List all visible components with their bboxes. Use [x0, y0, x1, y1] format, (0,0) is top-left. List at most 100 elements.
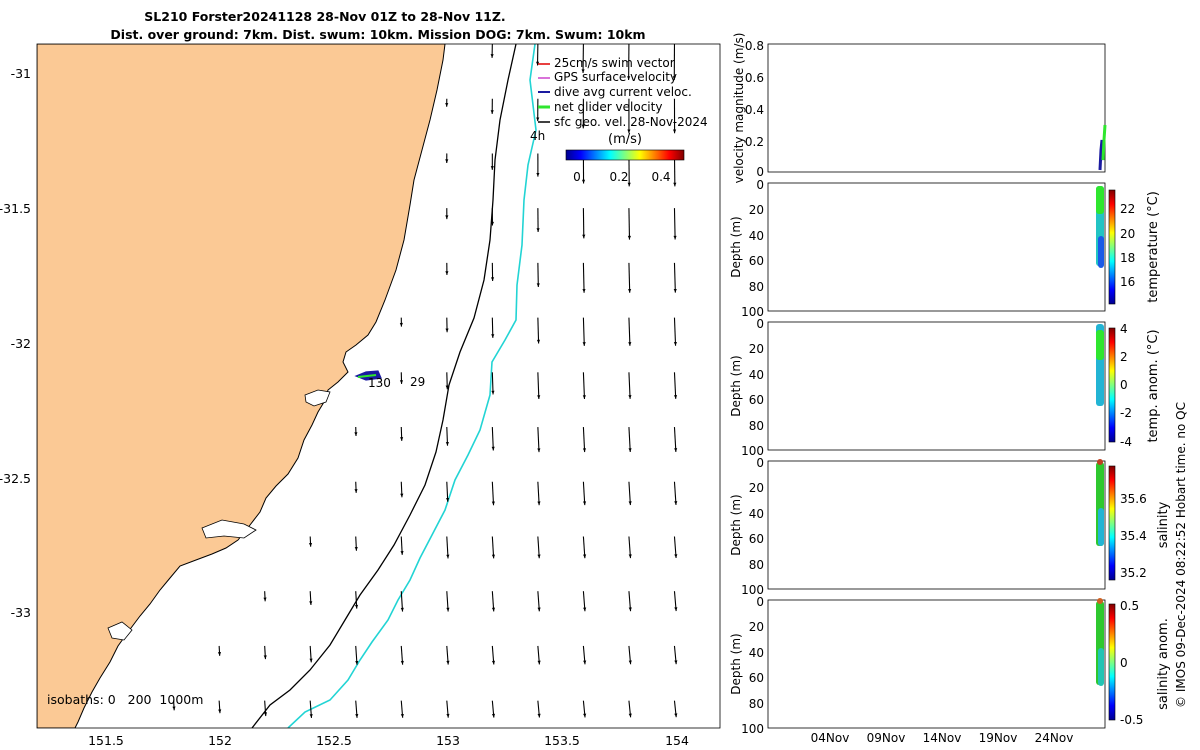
velocity-arrow-head: [400, 713, 404, 718]
sanom-y-tick: 80: [749, 697, 764, 711]
velocity-arrow-head: [400, 660, 404, 665]
sal-cbar-tick: 35.6: [1120, 492, 1147, 506]
legend-sfc-geo-vel: sfc geo. vel. 28-Nov-2024: [554, 115, 708, 129]
tanom-y-tick: 100: [741, 444, 764, 458]
sanom-y-tick: 100: [741, 722, 764, 736]
footer-note: © IMOS 09-Dec-2024 08:22:52 Hobart time.…: [1174, 402, 1188, 708]
velocity-arrow-head: [355, 660, 359, 665]
velocity-arrow-head: [490, 166, 494, 170]
velocity-arrow-head: [674, 713, 678, 718]
temp-cbar-tick: 20: [1120, 227, 1135, 241]
velocity-arrow: [537, 427, 540, 453]
velocity-arrow-head: [445, 441, 449, 446]
time-marker-label: 4h: [530, 129, 545, 143]
salinity-anomaly-panel: 0 20 40 60 80 100 Depth (m) 0.5 0 -0.5 s…: [729, 595, 1171, 745]
map-x-tick: 152.5: [316, 733, 352, 748]
velocity-arrow-head: [399, 322, 403, 327]
tanom-y-tick: 60: [749, 393, 764, 407]
velocity-arrow: [673, 262, 676, 293]
sal-cbar-label: salinity: [1156, 501, 1171, 548]
velocity-arrow: [628, 427, 631, 453]
velocity-arrow-head: [627, 235, 631, 240]
tanom-colorbar: [1108, 327, 1116, 443]
velocity-arrow-head: [490, 54, 494, 58]
velocity-arrow-head: [491, 390, 495, 395]
velocity-arrow-head: [172, 706, 176, 711]
vel-y-tick: 0: [756, 165, 764, 179]
velocity-arrow: [582, 481, 586, 506]
temp-ylabel: Depth (m): [729, 216, 743, 277]
tanom-cbar-label: temp. anom. (°C): [1146, 329, 1161, 442]
velocity-arrow: [491, 427, 494, 451]
velocity-arrow: [537, 481, 540, 506]
temp-colorbar: [1108, 189, 1116, 305]
velocity-arrow: [537, 372, 540, 400]
velocity-arrow-head: [490, 221, 494, 226]
velocity-arrow: [628, 262, 631, 293]
sanom-y-tick: 60: [749, 671, 764, 685]
map-y-tick: -32.5: [0, 471, 31, 486]
temp-y-tick: 100: [741, 305, 764, 319]
sanom-cbar-label: salinity anom.: [1156, 618, 1171, 710]
inlet-1: [304, 389, 331, 407]
velocity-arrow-head: [308, 542, 313, 547]
tanom-cbar-tick: 4: [1120, 322, 1128, 336]
velocity-arrow-head: [582, 234, 586, 239]
tanom-ylabel: Depth (m): [729, 355, 743, 416]
velocity-arrow-head: [536, 228, 540, 232]
tanom-y-tick: 20: [749, 342, 764, 356]
map-x-tick: 151.5: [88, 733, 124, 748]
velocity-arrow-head: [400, 493, 404, 498]
velocity-arrow-head: [537, 448, 541, 453]
tanom-y-tick: 40: [749, 368, 764, 382]
velocity-arrow-head: [491, 713, 496, 718]
velocity-arrow-head: [354, 489, 358, 493]
sanom-cbar-tick: -0.5: [1120, 713, 1143, 727]
glider-track: [354, 370, 382, 381]
legend-swim-vector: 25cm/s swim vector: [554, 56, 675, 70]
legend-net-velocity: net glider velocity: [554, 100, 662, 114]
temp-y-tick: 20: [749, 203, 764, 217]
sal-cbar-tick: 35.4: [1120, 529, 1147, 543]
map-x-tick: 152: [208, 733, 232, 748]
velocity-arrow-head: [354, 547, 358, 551]
velocity-arrow-head: [536, 172, 540, 177]
speed-colorbar-tick: 0.4: [651, 170, 670, 184]
velocity-arrow-head: [218, 709, 222, 714]
velocity-arrow-head: [581, 69, 585, 74]
velocity-arrow-head: [446, 498, 450, 502]
velocity-arrow-head: [628, 554, 632, 559]
velocity-arrow: [673, 481, 677, 506]
velocity-arrow-head: [674, 554, 678, 559]
track-label-29: 29: [410, 375, 425, 389]
legend-gps-velocity: GPS surface velocity: [554, 70, 677, 84]
velocity-arrow-head: [583, 554, 587, 559]
map-y-tick: -32: [11, 336, 31, 351]
figure-title-line2: Dist. over ground: 7km. Dist. swum: 10km…: [110, 27, 645, 42]
map-x-tick: 153.5: [544, 733, 580, 748]
velocity-arrow-head: [445, 385, 449, 390]
sanom-colorbar: [1108, 603, 1116, 721]
temp-y-tick: 80: [749, 280, 764, 294]
velocity-arrow-head: [628, 660, 632, 665]
time-x-tick: 19Nov: [979, 731, 1018, 745]
sal-y-tick: 60: [749, 532, 764, 546]
velocity-arrow-head: [400, 437, 404, 441]
velocity-arrow-head: [536, 61, 540, 66]
velocity-arrow-head: [446, 713, 450, 718]
tanom-cbar-tick: -2: [1120, 406, 1132, 420]
velocity-arrow-head: [674, 448, 678, 452]
velocity-arrow-head: [537, 554, 541, 559]
velocity-arrow-head: [582, 448, 587, 453]
velocity-arrow-head: [673, 182, 677, 187]
velocity-arrow-head: [491, 501, 495, 506]
sal-y-tick: 40: [749, 507, 764, 521]
isobath-1000m: [287, 44, 537, 728]
time-x-tick: 04Nov: [811, 731, 850, 745]
vel-y-tick: 0.2: [745, 135, 764, 149]
velocity-arrow-head: [537, 395, 541, 400]
sal-y-tick: 80: [749, 558, 764, 572]
time-x-tick: 14Nov: [923, 731, 962, 745]
salinity-panel: 0 20 40 60 80 100 Depth (m) 35.6 35.4 35…: [729, 456, 1171, 597]
